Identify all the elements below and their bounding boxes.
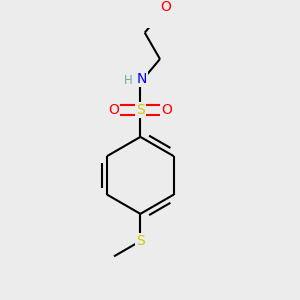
Text: O: O — [160, 0, 171, 14]
Text: O: O — [108, 103, 119, 117]
Text: O: O — [162, 103, 172, 117]
Text: N: N — [137, 72, 147, 86]
Text: S: S — [136, 103, 145, 117]
Text: S: S — [136, 234, 145, 248]
Text: H: H — [124, 74, 133, 87]
